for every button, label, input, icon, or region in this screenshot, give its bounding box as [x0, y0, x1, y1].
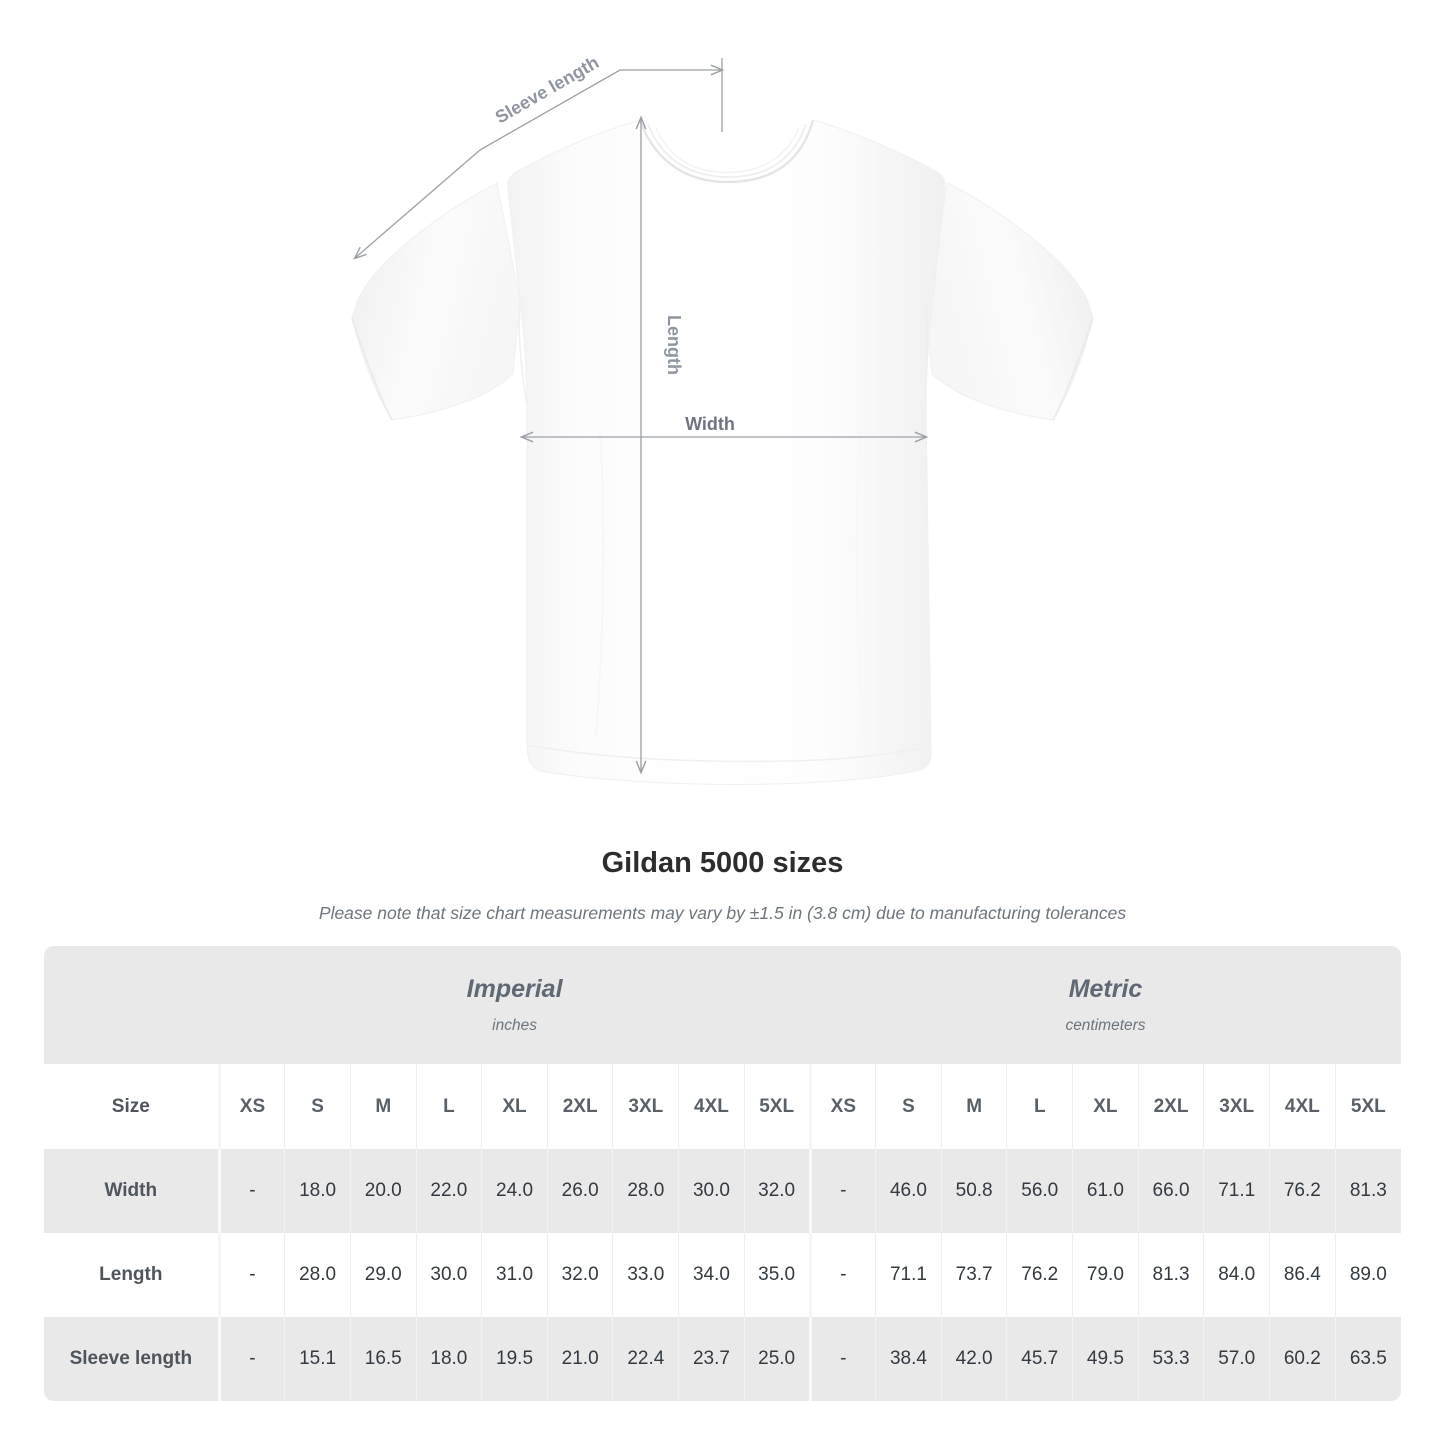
cell-sleeve-metric-xs: - — [808, 1317, 876, 1401]
cell-sleeve-imperial-xl: 19.5 — [481, 1317, 548, 1401]
unit-metric-sub: centimeters — [1065, 1017, 1146, 1034]
cell-length-imperial-4xl: 34.0 — [678, 1233, 745, 1317]
size-header-metric-xs: XS — [808, 1064, 876, 1149]
cell-width-metric-2xl: 66.0 — [1137, 1149, 1204, 1233]
cell-sleeve-imperial-l: 18.0 — [415, 1317, 482, 1401]
size-header-metric-xl: XL — [1072, 1064, 1139, 1149]
size-header-metric-3xl: 3XL — [1203, 1064, 1270, 1149]
cell-length-metric-xl: 79.0 — [1072, 1233, 1139, 1317]
cell-width-metric-s: 46.0 — [875, 1149, 942, 1233]
cell-width-imperial-2xl: 26.0 — [546, 1149, 613, 1233]
cell-sleeve-metric-5xl: 63.5 — [1334, 1317, 1401, 1401]
cell-length-metric-5xl: 89.0 — [1334, 1233, 1401, 1317]
row-label-width: Width — [44, 1149, 220, 1233]
cell-width-imperial-l: 22.0 — [415, 1149, 482, 1233]
cell-width-imperial-m: 20.0 — [349, 1149, 417, 1233]
unit-banner-spacer — [44, 946, 220, 1064]
length-label: Length — [664, 315, 684, 375]
cell-length-imperial-m: 29.0 — [349, 1233, 417, 1317]
cell-length-imperial-3xl: 33.0 — [612, 1233, 679, 1317]
cell-length-imperial-xs: - — [217, 1233, 285, 1317]
size-header-metric-4xl: 4XL — [1269, 1064, 1336, 1149]
size-header-imperial-l: L — [415, 1064, 482, 1149]
table-row: Sleeve length - 15.1 16.5 18.0 19.5 21.0… — [44, 1317, 1401, 1401]
cell-sleeve-imperial-s: 15.1 — [284, 1317, 351, 1401]
cell-length-imperial-2xl: 32.0 — [546, 1233, 613, 1317]
size-header-imperial-s: S — [284, 1064, 351, 1149]
cell-width-metric-l: 56.0 — [1006, 1149, 1073, 1233]
size-header-imperial-m: M — [349, 1064, 417, 1149]
unit-imperial-name: Imperial — [466, 975, 563, 1003]
cell-sleeve-metric-2xl: 53.3 — [1137, 1317, 1204, 1401]
size-header-metric-l: L — [1006, 1064, 1073, 1149]
cell-length-imperial-5xl: 35.0 — [743, 1233, 811, 1317]
page-title: Gildan 5000 sizes — [601, 847, 844, 879]
cell-length-metric-2xl: 81.3 — [1137, 1233, 1204, 1317]
size-header-metric-m: M — [940, 1064, 1007, 1149]
cell-width-metric-4xl: 76.2 — [1269, 1149, 1336, 1233]
row-label-length: Length — [44, 1233, 220, 1317]
size-header-metric-s: S — [875, 1064, 942, 1149]
table-row: Width - 18.0 20.0 22.0 24.0 26.0 28.0 30… — [44, 1149, 1401, 1233]
size-header-imperial-5xl: 5XL — [743, 1064, 811, 1149]
unit-metric: Metric centimeters — [810, 946, 1401, 1064]
cell-width-imperial-xs: - — [217, 1149, 285, 1233]
size-header-metric-2xl: 2XL — [1137, 1064, 1204, 1149]
measurement-lines — [353, 58, 929, 775]
cell-sleeve-metric-3xl: 57.0 — [1203, 1317, 1270, 1401]
cell-width-imperial-xl: 24.0 — [481, 1149, 548, 1233]
cell-width-imperial-4xl: 30.0 — [678, 1149, 745, 1233]
size-header-imperial-xs: XS — [217, 1064, 285, 1149]
unit-metric-name: Metric — [1068, 975, 1143, 1003]
cell-sleeve-imperial-2xl: 21.0 — [546, 1317, 613, 1401]
cell-sleeve-metric-s: 38.4 — [875, 1317, 942, 1401]
cell-width-imperial-3xl: 28.0 — [612, 1149, 679, 1233]
unit-imperial-sub: inches — [492, 1017, 537, 1034]
size-header-imperial-2xl: 2XL — [546, 1064, 613, 1149]
size-header-imperial-4xl: 4XL — [678, 1064, 745, 1149]
size-header-imperial-3xl: 3XL — [612, 1064, 679, 1149]
cell-width-metric-3xl: 71.1 — [1203, 1149, 1270, 1233]
cell-sleeve-metric-m: 42.0 — [940, 1317, 1007, 1401]
tshirt-diagram: Sleeve length Length Width — [351, 52, 1094, 785]
size-header-metric-5xl: 5XL — [1334, 1064, 1401, 1149]
cell-width-metric-m: 50.8 — [940, 1149, 1007, 1233]
cell-length-imperial-l: 30.0 — [415, 1233, 482, 1317]
cell-width-metric-xs: - — [808, 1149, 876, 1233]
cell-sleeve-imperial-m: 16.5 — [349, 1317, 417, 1401]
cell-length-metric-s: 71.1 — [875, 1233, 942, 1317]
size-header-imperial-xl: XL — [481, 1064, 548, 1149]
cell-width-metric-5xl: 81.3 — [1334, 1149, 1401, 1233]
cell-length-metric-3xl: 84.0 — [1203, 1233, 1270, 1317]
row-label-sleeve-length: Sleeve length — [44, 1317, 220, 1401]
cell-width-imperial-5xl: 32.0 — [743, 1149, 811, 1233]
cell-length-metric-m: 73.7 — [940, 1233, 1007, 1317]
cell-sleeve-imperial-xs: - — [217, 1317, 285, 1401]
heading-block: Gildan 5000 sizes Please note that size … — [0, 845, 1445, 925]
table-row: Length - 28.0 29.0 30.0 31.0 32.0 33.0 3… — [44, 1233, 1401, 1317]
cell-sleeve-metric-4xl: 60.2 — [1269, 1317, 1336, 1401]
cell-length-metric-4xl: 86.4 — [1269, 1233, 1336, 1317]
tshirt-graphic — [351, 119, 1094, 785]
cell-length-imperial-xl: 31.0 — [481, 1233, 548, 1317]
cell-sleeve-imperial-5xl: 25.0 — [743, 1317, 811, 1401]
cell-sleeve-metric-xl: 49.5 — [1072, 1317, 1139, 1401]
size-table-wrapper: Imperial inches Metric centimeters Size … — [44, 946, 1401, 1401]
size-header-row: Size XS S M L XL 2XL 3XL 4XL 5XL XS S M … — [44, 1064, 1401, 1149]
width-label: Width — [685, 414, 735, 434]
tolerance-note: Please note that size chart measurements… — [318, 903, 1127, 923]
unit-banner-row: Imperial inches Metric centimeters — [44, 946, 1401, 1064]
cell-length-metric-l: 76.2 — [1006, 1233, 1073, 1317]
cell-length-imperial-s: 28.0 — [284, 1233, 351, 1317]
cell-length-metric-xs: - — [808, 1233, 876, 1317]
cell-sleeve-metric-l: 45.7 — [1006, 1317, 1073, 1401]
cell-sleeve-imperial-3xl: 22.4 — [612, 1317, 679, 1401]
cell-sleeve-imperial-4xl: 23.7 — [678, 1317, 745, 1401]
cell-width-metric-xl: 61.0 — [1072, 1149, 1139, 1233]
size-header-label: Size — [44, 1064, 220, 1149]
size-table: Imperial inches Metric centimeters Size … — [44, 946, 1401, 1401]
unit-imperial: Imperial inches — [219, 946, 811, 1064]
cell-width-imperial-s: 18.0 — [284, 1149, 351, 1233]
